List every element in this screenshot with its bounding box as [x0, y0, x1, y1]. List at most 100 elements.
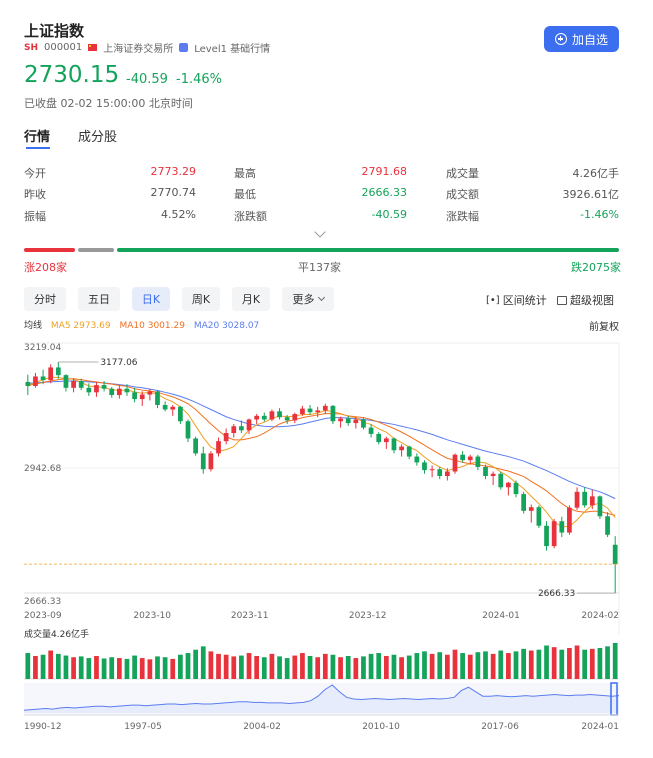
period-tab-monthly[interactable]: 月K — [232, 287, 270, 311]
volume-bar — [63, 655, 69, 679]
candle-body — [605, 516, 610, 535]
volume-bar — [467, 654, 473, 679]
period-tab-weekly[interactable]: 周K — [182, 287, 220, 311]
range-stats-label: 区间统计 — [502, 294, 547, 307]
ma-label: 均线 — [24, 321, 43, 331]
volume-bar — [498, 650, 504, 679]
volume-bar — [475, 652, 481, 679]
candle-body — [322, 405, 328, 411]
chevron-down-icon[interactable] — [314, 226, 326, 238]
volume-bar — [536, 649, 542, 679]
candle-body — [25, 381, 31, 386]
tab-components[interactable]: 成分股 — [78, 130, 118, 145]
volume-bar — [178, 654, 183, 679]
volume-bar — [124, 658, 130, 679]
candle-body — [200, 453, 206, 470]
super-view-label: 超级视图 — [570, 294, 614, 307]
candle-body — [490, 473, 496, 476]
candle-body — [269, 411, 275, 420]
volume-bar — [490, 653, 496, 679]
level-icon — [179, 43, 189, 52]
volume-bar — [216, 653, 221, 679]
volume-bar — [185, 653, 191, 679]
volume-bar — [246, 653, 252, 679]
candle-body — [429, 469, 435, 471]
period-tab-more[interactable]: 更多 — [282, 287, 334, 311]
candle-body — [528, 507, 534, 511]
ma-legend: 均线 MA5 2973.69 MA10 3001.29 MA20 3028.07 — [24, 318, 259, 331]
candle-body — [506, 482, 511, 488]
advancers-segment — [24, 248, 75, 252]
volume-bar — [223, 654, 229, 679]
expand-view-icon — [557, 295, 567, 305]
volume-bar — [559, 649, 565, 679]
ma10-value: MA10 3001.29 — [119, 321, 185, 331]
candle-body — [292, 414, 298, 421]
stat-value: 3926.61亿 — [562, 188, 620, 201]
max-price-label: 3177.06 — [100, 358, 137, 368]
x-tick-label: 2023-11 — [231, 611, 269, 621]
candle-body — [483, 466, 488, 476]
volume-bar — [300, 653, 305, 679]
unchanged-count: 平137家 — [298, 261, 341, 274]
candle-body — [71, 381, 76, 388]
tab-quote[interactable]: 行情 — [24, 130, 51, 145]
candle-body — [437, 469, 443, 476]
volume-bar — [94, 655, 99, 679]
stock-chart[interactable]: 3219.04 2942.68 2666.33 3177.06 2666.33 2023-… — [0, 335, 653, 758]
stat-value: 2666.33 — [361, 186, 408, 199]
candle-body — [116, 388, 122, 396]
volume-bar — [483, 651, 488, 679]
candle-body — [513, 482, 519, 495]
volume-bar — [25, 653, 31, 679]
volume-bar — [101, 658, 107, 679]
stat-label: 昨收 — [24, 188, 46, 201]
period-tab-label: 周K — [191, 293, 211, 306]
volume-bar — [345, 655, 351, 679]
candle-body — [63, 375, 69, 388]
range-stats-button[interactable]: [•] 区间统计 — [486, 292, 547, 308]
candle-body — [345, 418, 351, 424]
stat-label: 成交量 — [446, 167, 479, 180]
candle-body — [193, 438, 198, 454]
candle-body — [391, 438, 397, 451]
period-tab-daily[interactable]: 日K — [132, 287, 170, 311]
add-to-watchlist-button[interactable]: 加自选 — [544, 26, 619, 52]
y-tick-label: 3219.04 — [24, 343, 61, 353]
stat-value: 4.26亿手 — [572, 167, 620, 180]
candle-body — [223, 433, 229, 442]
chevron-down-icon — [317, 293, 325, 302]
adjustment-selector[interactable]: 前复权 — [589, 322, 619, 333]
candle-body — [284, 417, 290, 421]
period-tab-5day[interactable]: 五日 — [78, 287, 120, 311]
super-view-button[interactable]: 超级视图 — [557, 292, 614, 308]
volume-bar — [429, 653, 435, 679]
volume-bar — [33, 655, 38, 679]
candle-body — [361, 419, 366, 428]
period-tab-intraday[interactable]: 分时 — [24, 287, 66, 311]
volume-bar — [109, 657, 115, 679]
volume-bar — [155, 656, 160, 679]
candle-body — [536, 507, 542, 526]
stat-value: 2791.68 — [361, 165, 408, 178]
candle-body — [147, 391, 153, 395]
candle-body — [612, 544, 618, 565]
candle-body — [460, 454, 465, 461]
candle-body — [185, 421, 191, 439]
candle-body — [55, 367, 61, 376]
volume-bar — [544, 645, 549, 679]
volume-bar — [551, 647, 557, 679]
candle-body — [178, 406, 183, 422]
candle-body — [101, 385, 107, 389]
level-label: Level1 基础行情 — [194, 44, 271, 55]
overview-tick-label: 2010-10 — [362, 722, 400, 732]
volume-bar — [269, 653, 275, 679]
overview-tick-label: 1997-05 — [124, 722, 162, 732]
candle-body — [261, 415, 267, 420]
x-tick-label: 2024-01 — [482, 611, 520, 621]
volume-bar — [307, 655, 313, 679]
stat-label: 成交额 — [446, 188, 479, 201]
stat-label: 最低 — [234, 188, 256, 201]
min-price-label: 2666.33 — [538, 589, 575, 599]
candle-body — [475, 456, 481, 467]
